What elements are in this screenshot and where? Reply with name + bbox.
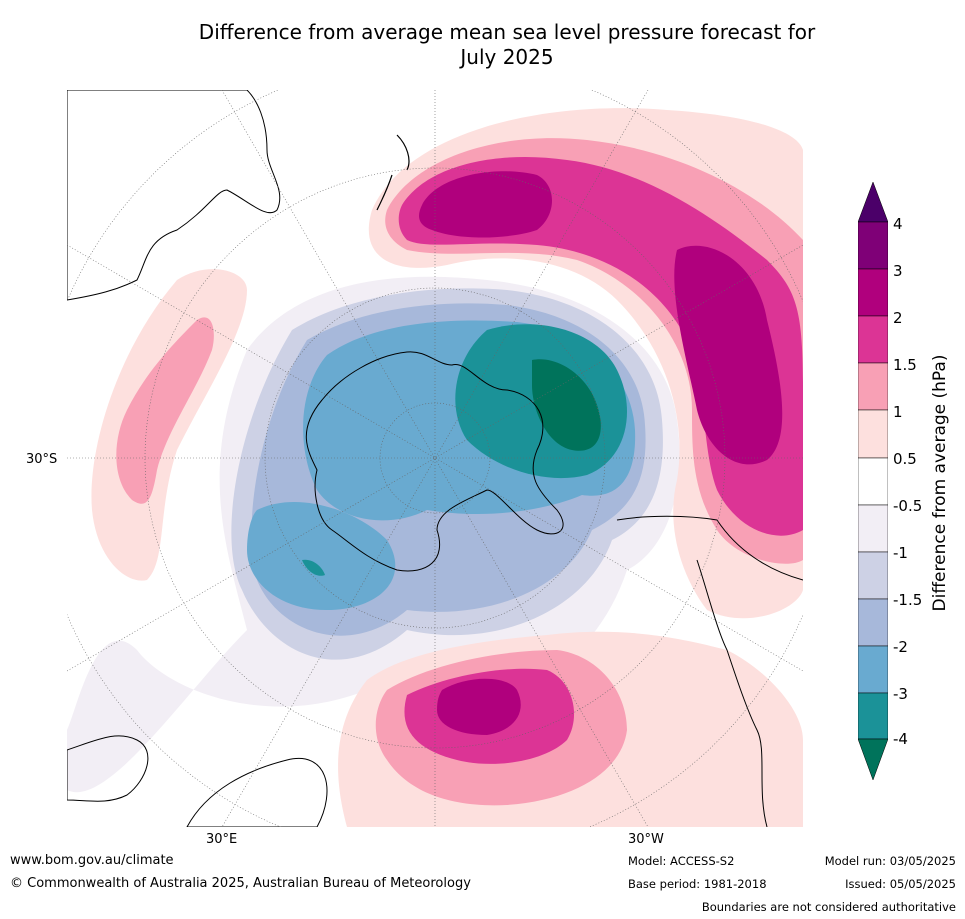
- colorbar-swatch-neg-2-3: [858, 645, 888, 694]
- colorbar-swatch-neg-3-4: [858, 692, 888, 740]
- footer-disclaimer: Boundaries are not considered authoritat…: [701, 900, 956, 914]
- footer-copyright: © Commonwealth of Australia 2025, Austra…: [10, 876, 471, 891]
- colorbar-bottom-arrow: [858, 738, 888, 781]
- colorbar-swatch-2-3: [858, 268, 888, 317]
- footer-model: Model: ACCESS-S2: [628, 854, 735, 868]
- colorbar-tick: -1: [893, 544, 908, 562]
- title-line-2: July 2025: [460, 45, 554, 69]
- graticule: [67, 90, 803, 827]
- footer-base-period: Base period: 1981-2018: [628, 877, 767, 891]
- contour-pos-2-north-a: [419, 171, 552, 238]
- africa-coastline: [67, 90, 281, 301]
- map-title: Difference from average mean sea level p…: [0, 20, 965, 70]
- lon-label-30w: 30°W: [628, 832, 664, 847]
- colorbar-tick: 1.5: [893, 356, 917, 374]
- colorbar-tick: 0.5: [893, 450, 917, 468]
- contour-pos-1-west: [116, 317, 214, 504]
- colorbar-swatch-1-1-5: [858, 362, 888, 411]
- colorbar-top-arrow: [858, 182, 888, 223]
- lat-label-30s: 30°S: [26, 452, 58, 467]
- colorbar-swatch-neg-1-5-2: [858, 598, 888, 647]
- contour-pos-2-south: [437, 678, 521, 735]
- south-america-coastline: [616, 515, 803, 827]
- colorbar-swatch-1-5-2: [858, 315, 888, 364]
- colorbar-swatch-neg-0-5-1: [858, 504, 888, 553]
- colorbar-tick: -3: [893, 685, 908, 703]
- contour-neg-3-small: [302, 559, 325, 576]
- colorbar-label: Difference from average (hPa): [930, 354, 950, 612]
- colorbar-tick: 1: [893, 403, 903, 421]
- contour-neg-4: [532, 359, 601, 451]
- colorbar-swatch-3-4: [858, 221, 888, 270]
- title-line-1: Difference from average mean sea level p…: [198, 20, 816, 44]
- colorbar-tick: -2: [893, 638, 908, 656]
- colorbar-tick: -4: [893, 730, 908, 748]
- footer-issued: Issued: 05/05/2025: [845, 877, 956, 891]
- colorbar-tick: -1.5: [893, 591, 923, 609]
- colorbar-swatch-neg-1-1-5: [858, 551, 888, 600]
- colorbar-tick: 2: [893, 309, 903, 327]
- australia-coastline: [67, 735, 328, 827]
- antarctica-coastline: [305, 351, 564, 572]
- contour-pos-2-north-b: [674, 245, 783, 465]
- colorbar-tick: 4: [893, 215, 903, 233]
- colorbar-swatch-0-5-1: [858, 409, 888, 459]
- colorbar: [858, 182, 888, 781]
- colorbar-swatch-neutral: [858, 457, 888, 506]
- colorbar-tick: -0.5: [893, 497, 923, 515]
- colorbar-tick: 3: [893, 262, 903, 280]
- lon-label-30e: 30°E: [206, 832, 238, 847]
- new-zealand-coastline: [376, 134, 410, 211]
- contour-neg-2-west: [247, 501, 396, 610]
- pressure-anomaly-map: [67, 90, 803, 827]
- footer-url[interactable]: www.bom.gov.au/climate: [10, 853, 174, 868]
- footer-model-run: Model run: 03/05/2025: [824, 854, 956, 868]
